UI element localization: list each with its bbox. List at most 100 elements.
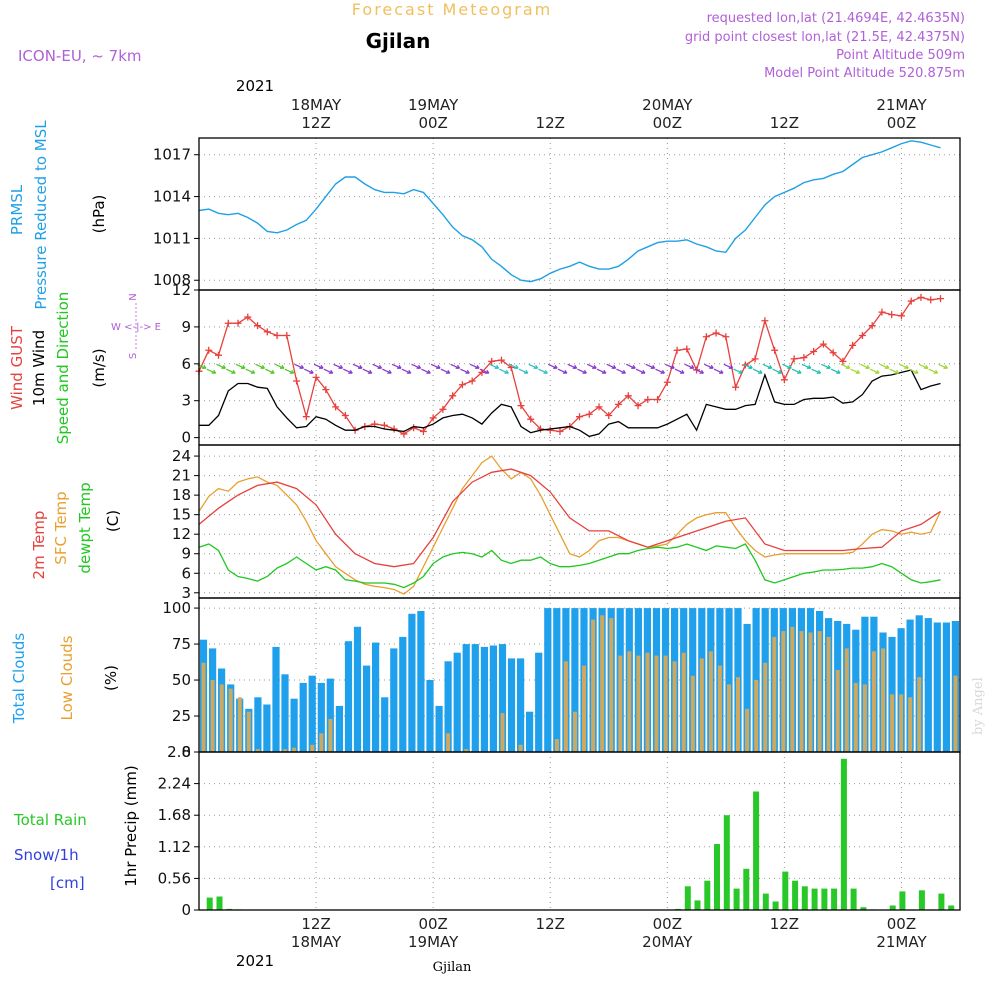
wind-direction-arrow <box>479 368 490 374</box>
wind-direction-arrow <box>362 368 373 374</box>
low-cloud-bar <box>228 688 233 752</box>
forecast-title: Forecast Meteogram <box>352 0 552 19</box>
wind-direction-arrow <box>567 363 578 369</box>
y-tick-label: 24 <box>172 447 191 465</box>
wind-direction-arrow <box>411 363 422 369</box>
total-cloud-bar <box>308 675 316 752</box>
low-cloud-bar <box>790 626 795 752</box>
wind-direction-arrow <box>879 363 890 369</box>
total-cloud-bar <box>281 674 289 752</box>
wind-direction-arrow <box>401 368 412 374</box>
rain-bar <box>811 888 818 910</box>
gust-marker <box>556 427 564 435</box>
gust-marker <box>878 308 886 316</box>
wind-direction-arrow <box>577 368 587 374</box>
gust-marker <box>244 313 252 321</box>
gust-marker <box>254 322 262 330</box>
total-cloud-bar <box>254 697 262 752</box>
total-cloud-bar <box>498 644 507 752</box>
model-point-altitude: Model Point Altitude 520.875m <box>764 66 965 81</box>
wind-direction-arrow <box>694 368 705 374</box>
snow-label: Snow/1h <box>14 846 79 864</box>
gust-marker <box>488 357 496 365</box>
low-cloud-bar <box>908 697 913 752</box>
low-cloud-bar <box>219 684 224 752</box>
wind-direction-arrow <box>538 368 548 374</box>
total-cloud-bar <box>372 642 380 752</box>
y-tick-label: 1017 <box>153 146 191 164</box>
wind-direction-arrow <box>899 363 909 369</box>
total-cloud-bar <box>897 628 905 752</box>
total-cloud-bar <box>299 682 307 752</box>
sfc-temp-line <box>198 455 942 595</box>
low-cloud-bar <box>736 677 740 752</box>
gust-marker <box>907 297 915 305</box>
gust-marker <box>439 405 447 413</box>
gust-marker <box>702 333 710 341</box>
wind-direction-arrow <box>655 368 665 374</box>
bottom-hour-label: 12Z <box>536 915 565 933</box>
gust-marker <box>936 295 944 303</box>
low-cloud-bar <box>636 655 641 752</box>
low-cloud-bar <box>708 651 713 752</box>
rain-bar <box>792 880 799 910</box>
wind-direction-arrow <box>918 363 929 369</box>
panel-clouds: 0 25 50 75 100 Total Clouds Low Clouds (%) <box>10 597 961 761</box>
wind-direction-arrow <box>684 363 695 369</box>
wind-direction-arrow <box>528 363 539 369</box>
low-cloud-bar <box>500 713 505 752</box>
wind-direction-arrow <box>235 363 246 369</box>
total-cloud-bar <box>381 697 389 752</box>
low-cloud-bar <box>754 680 759 752</box>
y-tick-label: 18 <box>172 486 191 504</box>
bottom-hour-label: 12Z <box>770 915 799 933</box>
grid-point-coords: grid point closest lon,lat (21.5E, 42.43… <box>685 30 965 45</box>
low-cloud-bar <box>826 636 831 752</box>
low-cloud-bar <box>772 636 777 752</box>
wind-direction-arrow <box>928 368 939 374</box>
bottom-date-label: 20MAY <box>642 933 693 951</box>
low-cloud-bar <box>255 749 260 752</box>
pressure-unit: (hPa) <box>90 195 108 234</box>
low-cloud-bar <box>853 682 858 752</box>
wind-direction-arrow <box>489 363 500 369</box>
wind-direction-arrow <box>382 368 392 374</box>
total-cloud-bar <box>517 658 525 752</box>
y-tick-label: 9 <box>181 545 191 563</box>
y-tick-label: 15 <box>172 506 191 524</box>
wind-direction-arrow <box>206 368 217 374</box>
total-cloud-bar <box>544 608 552 752</box>
gust-marker <box>624 392 632 400</box>
low-cloud-bar <box>862 684 867 752</box>
gust-marker <box>390 425 398 433</box>
precip-unit: 1hr Precip (mm) <box>122 765 140 886</box>
total-cloud-bar <box>335 705 343 752</box>
wind-direction-arrow <box>606 363 617 369</box>
wind-direction-arrow <box>264 368 275 374</box>
gust-marker <box>917 293 925 301</box>
total-cloud-bar <box>344 641 353 752</box>
rain-bar <box>694 900 701 910</box>
rain-bar <box>762 893 769 910</box>
bottom-hour-label: 00Z <box>887 915 916 933</box>
compass-s: S <box>128 353 139 359</box>
rain-bar <box>753 791 760 910</box>
low-clouds-label: Low Clouds <box>58 635 76 720</box>
low-cloud-bar <box>201 662 206 752</box>
top-date-label: 19MAY <box>408 96 459 114</box>
low-cloud-bar <box>582 665 586 752</box>
rain-bar <box>948 905 955 910</box>
low-cloud-bar <box>717 665 722 752</box>
gust-marker <box>849 341 857 349</box>
low-cloud-bar <box>554 739 559 752</box>
wind-direction-arrow <box>518 368 529 374</box>
y-tick-label: 3 <box>181 392 191 410</box>
wind-direction-arrow <box>645 363 656 369</box>
wind-direction-arrow <box>421 368 431 374</box>
wind-direction-arrow <box>908 368 919 374</box>
gust-marker <box>722 333 730 341</box>
gust-marker <box>332 403 340 411</box>
wind-direction-arrow <box>225 368 236 374</box>
